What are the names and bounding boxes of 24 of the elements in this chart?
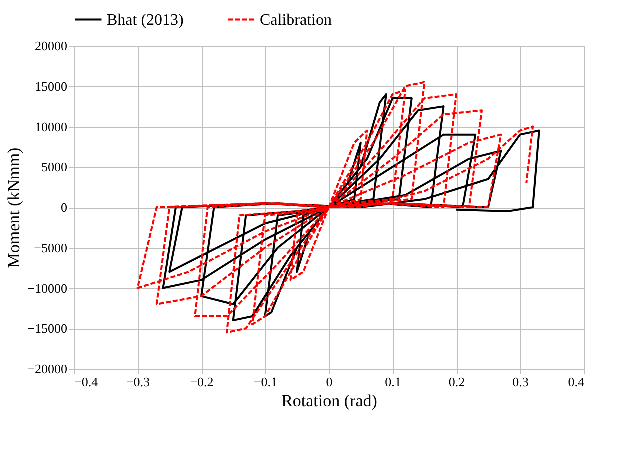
y-tick-label: 10000	[35, 119, 68, 134]
x-tick-label: −0.3	[126, 374, 150, 390]
y-tick-label: −10000	[28, 280, 68, 296]
x-tick-label: −0.4	[74, 374, 99, 390]
x-tick-label: 0.2	[448, 374, 466, 390]
y-tick-label: −20000	[28, 362, 68, 376]
x-tick-label: −0.2	[190, 374, 214, 390]
x-tick-label: 0.4	[568, 374, 585, 390]
x-tick-label: 0.3	[512, 374, 529, 390]
x-tick-label: 0.1	[385, 374, 402, 390]
y-tick-label: −5000	[34, 240, 68, 256]
line-series	[162, 93, 540, 322]
legend-label: Calibration	[260, 12, 332, 29]
y-tick-label: 0	[61, 200, 68, 215]
x-tick-label: −0.1	[254, 374, 278, 390]
line-series	[136, 81, 534, 334]
y-tick-label: 20000	[35, 38, 68, 54]
y-axis-title: Moment (kNmm)	[4, 148, 24, 268]
x-tick-label: 0	[326, 374, 333, 390]
y-tick-label: 5000	[42, 160, 68, 175]
x-axis-title: Rotation (rad)	[282, 392, 378, 410]
y-tick-label: 15000	[35, 78, 68, 94]
legend-label: Bhat (2013)	[107, 12, 184, 29]
y-tick-label: −15000	[28, 321, 68, 336]
